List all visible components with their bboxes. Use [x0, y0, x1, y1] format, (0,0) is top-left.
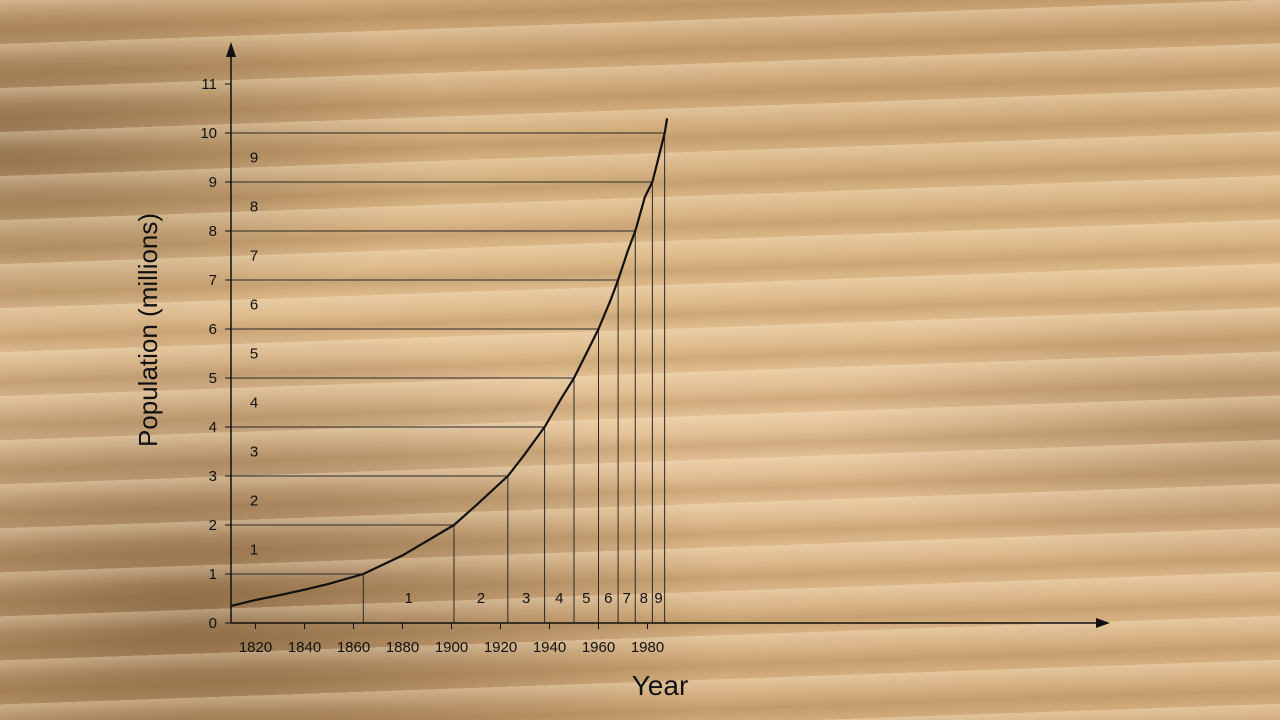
y-band-label: 8 [250, 199, 258, 216]
y-tick-label: 8 [209, 223, 217, 240]
curve-group [230, 118, 669, 607]
y-tick-label: 9 [209, 174, 217, 191]
y-tick-label: 5 [209, 370, 217, 387]
y-tick-label: 2 [209, 517, 217, 534]
y-tick-label: 1 [209, 566, 217, 583]
x-band-label: 4 [555, 590, 563, 607]
x-axis-title: Year [632, 670, 689, 701]
x-tick-label: 1880 [386, 639, 419, 656]
x-band-label: 9 [654, 590, 662, 607]
x-tick-label: 1860 [337, 639, 370, 656]
x-tick-label: 1820 [239, 639, 272, 656]
x-band-label: 7 [623, 590, 631, 607]
y-tick-label: 7 [209, 272, 217, 289]
y-band-label: 3 [250, 444, 258, 461]
y-band-label: 9 [250, 150, 258, 167]
axes [225, 42, 1110, 629]
y-tick-label: 3 [209, 468, 217, 485]
x-band-label: 6 [604, 590, 612, 607]
population-curve [230, 118, 669, 607]
y-band-label: 2 [250, 493, 258, 510]
x-band-label: 2 [477, 590, 485, 607]
y-tick-label: 4 [209, 419, 217, 436]
y-tick-label: 10 [200, 125, 217, 142]
y-tick-label: 11 [201, 76, 217, 93]
x-tick-label: 1960 [582, 639, 615, 656]
y-axis-title: Population (millions) [133, 213, 163, 447]
x-band-label: 1 [404, 590, 412, 607]
y-tick-label: 0 [209, 615, 217, 632]
x-band-label: 8 [640, 590, 648, 607]
x-band-label: 5 [582, 590, 590, 607]
x-tick-label: 1900 [435, 639, 468, 656]
y-band-label: 1 [250, 542, 258, 559]
x-band-label: 3 [522, 590, 530, 607]
x-tick-label: 1840 [288, 639, 321, 656]
y-tick-label: 6 [209, 321, 217, 338]
y-band-label: 7 [250, 248, 258, 265]
x-tick-label: 1980 [631, 639, 664, 656]
x-axis-arrow [1096, 618, 1110, 628]
y-band-label: 6 [250, 297, 258, 314]
y-band-label: 5 [250, 346, 258, 363]
x-tick-label: 1920 [484, 639, 517, 656]
guide-lines [231, 132, 666, 623]
y-band-label: 4 [250, 395, 258, 412]
y-axis-arrow [226, 42, 236, 57]
x-tick-label: 1940 [533, 639, 566, 656]
